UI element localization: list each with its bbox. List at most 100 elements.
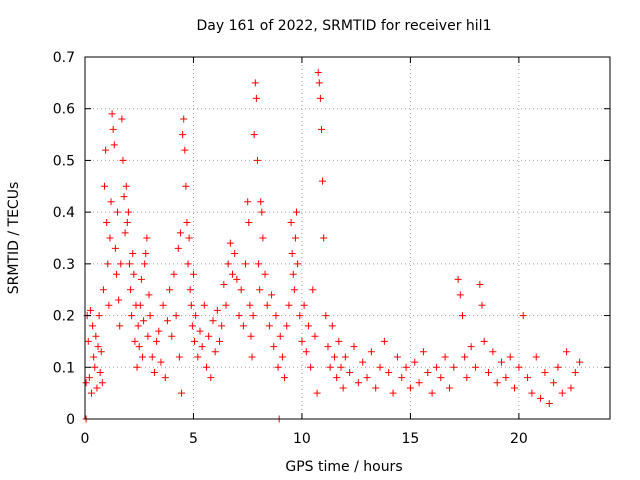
data-point (261, 270, 269, 278)
data-point (283, 322, 291, 330)
data-point (257, 198, 265, 206)
data-point (274, 363, 282, 371)
data-point (478, 301, 486, 309)
data-point (205, 332, 213, 340)
data-point (541, 368, 549, 376)
data-point (140, 317, 148, 325)
data-point (316, 94, 324, 102)
data-point (319, 177, 327, 185)
data-point (498, 358, 506, 366)
data-point (253, 156, 261, 164)
data-point (92, 332, 100, 340)
data-point (441, 353, 449, 361)
data-point (252, 94, 260, 102)
data-point (103, 218, 111, 226)
x-axis-label: GPS time / hours (285, 459, 402, 475)
data-point (200, 301, 208, 309)
data-point (84, 337, 92, 345)
data-point (144, 332, 152, 340)
data-point (153, 337, 161, 345)
data-point (450, 363, 458, 371)
y-tick-label: 0.1 (53, 360, 75, 376)
data-point (354, 379, 362, 387)
data-point (467, 343, 475, 351)
data-point (95, 312, 103, 320)
data-point (502, 374, 510, 382)
data-point (161, 374, 169, 382)
gridlines (85, 57, 610, 419)
y-tick-label: 0.3 (53, 257, 75, 273)
data-point (532, 353, 540, 361)
data-point (563, 348, 571, 356)
data-point (229, 270, 237, 278)
data-point (191, 337, 199, 345)
data-point (155, 327, 163, 335)
data-point (175, 353, 183, 361)
data-point (302, 348, 310, 356)
data-point (143, 234, 151, 242)
data-point (385, 368, 393, 376)
data-point (89, 322, 97, 330)
data-point (296, 312, 304, 320)
y-tick-label: 0.6 (53, 102, 75, 118)
data-point (129, 250, 137, 258)
data-point (181, 146, 189, 154)
data-point (99, 286, 107, 294)
data-point (445, 384, 453, 392)
data-point (558, 389, 566, 397)
data-point (276, 332, 284, 340)
data-point (242, 260, 250, 268)
data-point (114, 208, 122, 216)
x-tick-label: 0 (81, 431, 90, 447)
data-point (120, 193, 128, 201)
data-point (145, 291, 153, 299)
data-point (415, 379, 423, 387)
data-point (537, 394, 545, 402)
data-point (515, 363, 523, 371)
data-point (239, 322, 247, 330)
data-point (112, 270, 120, 278)
data-point (168, 332, 176, 340)
data-points (82, 69, 584, 423)
data-point (428, 389, 436, 397)
data-point (463, 374, 471, 382)
data-point (183, 218, 191, 226)
data-point (150, 368, 158, 376)
data-point (247, 332, 255, 340)
data-point (393, 353, 401, 361)
data-point (90, 353, 98, 361)
data-point (376, 363, 384, 371)
data-point (82, 379, 90, 387)
data-point (226, 239, 234, 247)
data-point (458, 312, 466, 320)
data-point (251, 79, 259, 87)
data-point (231, 250, 239, 258)
data-point (108, 110, 116, 118)
data-point (313, 389, 321, 397)
data-point (256, 286, 264, 294)
y-tick-label: 0 (66, 412, 75, 428)
data-point (104, 260, 112, 268)
data-point (567, 384, 575, 392)
data-point (224, 260, 232, 268)
data-point (380, 337, 388, 345)
data-point (186, 286, 194, 294)
data-point (218, 322, 226, 330)
data-point (294, 260, 302, 268)
data-point (130, 270, 138, 278)
data-point (330, 353, 338, 361)
y-tick-label: 0.4 (53, 205, 75, 221)
data-point (315, 79, 323, 87)
data-point (101, 182, 109, 190)
data-point (85, 374, 93, 382)
data-point (333, 374, 341, 382)
data-point (222, 301, 230, 309)
data-point (317, 125, 325, 133)
data-point (192, 312, 200, 320)
data-point (287, 218, 295, 226)
data-point (159, 301, 167, 309)
data-point (339, 384, 347, 392)
y-tick-label: 0.7 (53, 50, 75, 66)
data-point (304, 322, 312, 330)
